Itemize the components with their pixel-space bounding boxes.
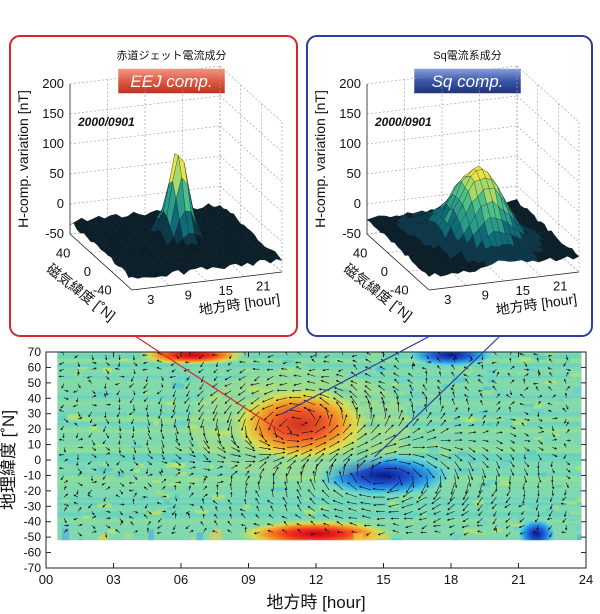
heatmap-ticks: 00 03 06 09 12 15 18 21 24706050403020100-10-20-… [24, 345, 594, 587]
panel-date: 2000/0901 [77, 115, 135, 129]
panel-time-tick: 9 [185, 287, 192, 302]
panel-lat-tick: 40 [56, 245, 70, 260]
panel-z-tick: 100 [42, 136, 64, 151]
x-tick-label: 06 [174, 572, 188, 587]
panel-z-tick: 150 [339, 106, 361, 121]
y-tick-label: 30 [28, 407, 42, 421]
panel-time-tick: 21 [256, 278, 270, 293]
panel-date: 2000/0901 [374, 115, 432, 129]
panel-z-tick: 50 [50, 166, 64, 181]
x-tick-label: 03 [106, 572, 120, 587]
x-tick-label: 24 [579, 572, 593, 587]
connector-lines [134, 335, 501, 458]
panel-time-tick: 3 [444, 292, 451, 307]
x-tick-label: 00 [39, 572, 53, 587]
panel-z-tick: 200 [42, 76, 64, 91]
panel-lat-tick: 40 [353, 245, 367, 260]
y-tick-label: -30 [24, 499, 42, 513]
panel-frame [306, 35, 593, 337]
panel-z-tick: 150 [42, 106, 64, 121]
y-tick-label: -10 [24, 468, 42, 482]
panel-z-tick: 200 [339, 76, 361, 91]
heatmap-cells [57, 352, 582, 541]
panel-z-tick: -50 [45, 226, 64, 241]
panel-subtitle: 赤道ジェット電流成分 [117, 48, 227, 62]
panel-badge-label: Sq comp. [432, 72, 504, 91]
panel-time-tick: 21 [553, 278, 567, 293]
panel-lat-tick: 0 [84, 264, 91, 279]
panel-badge [116, 67, 227, 95]
panel-z-label: H-comp. variation [nT] [312, 90, 328, 228]
y-axis-label: 地理緯度 [˚N] [0, 410, 18, 510]
y-tick-label: -40 [24, 515, 42, 529]
panel-time-tick: 9 [482, 287, 489, 302]
x-tick-label: 18 [444, 572, 458, 587]
y-tick-label: -20 [24, 484, 42, 498]
heatmap-feature-negative [406, 352, 496, 368]
y-tick-label: -50 [24, 530, 42, 544]
surface-plot [366, 165, 580, 277]
y-tick-label: 60 [28, 360, 42, 374]
y-tick-label: 0 [34, 453, 41, 467]
panel-badge [412, 67, 523, 95]
vector-field [58, 352, 571, 538]
heatmap-chart: 00 03 06 09 12 15 18 21 24706050403020100-10-20-… [0, 345, 594, 612]
panel-time-tick: 3 [147, 292, 154, 307]
y-tick-label: -70 [24, 561, 42, 575]
panel-time-tick: 15 [516, 283, 530, 298]
panel-z-tick: 100 [339, 136, 361, 151]
surface-plot [69, 153, 283, 279]
y-tick-label: 20 [28, 422, 42, 436]
panel-lat-tick: 0 [381, 264, 388, 279]
x-axis-label: 地方時 [hour] [266, 593, 365, 612]
y-tick-label: 40 [28, 391, 42, 405]
x-tick-label: 12 [309, 572, 323, 587]
panel-time-tick: 15 [219, 283, 233, 298]
panel-lat-tick: -40 [93, 283, 112, 298]
panel-lat-tick: -40 [390, 283, 409, 298]
x-tick-label: 21 [511, 572, 525, 587]
panel-z-label: H-comp. variation [nT] [15, 90, 31, 228]
y-tick-label: 70 [28, 345, 42, 359]
panel-z-tick: 0 [57, 196, 64, 211]
y-tick-label: -60 [24, 546, 42, 560]
x-tick-label: 15 [376, 572, 390, 587]
y-tick-label: 10 [28, 438, 42, 452]
panel-z-tick: 50 [347, 166, 361, 181]
panel-subtitle: Sq電流系成分 [433, 48, 501, 62]
panel-z-tick: 0 [354, 196, 361, 211]
y-tick-label: 50 [28, 376, 42, 390]
panel-z-tick: -50 [342, 226, 361, 241]
x-tick-label: 09 [241, 572, 255, 587]
panel-badge-label: EEJ comp. [130, 72, 212, 91]
